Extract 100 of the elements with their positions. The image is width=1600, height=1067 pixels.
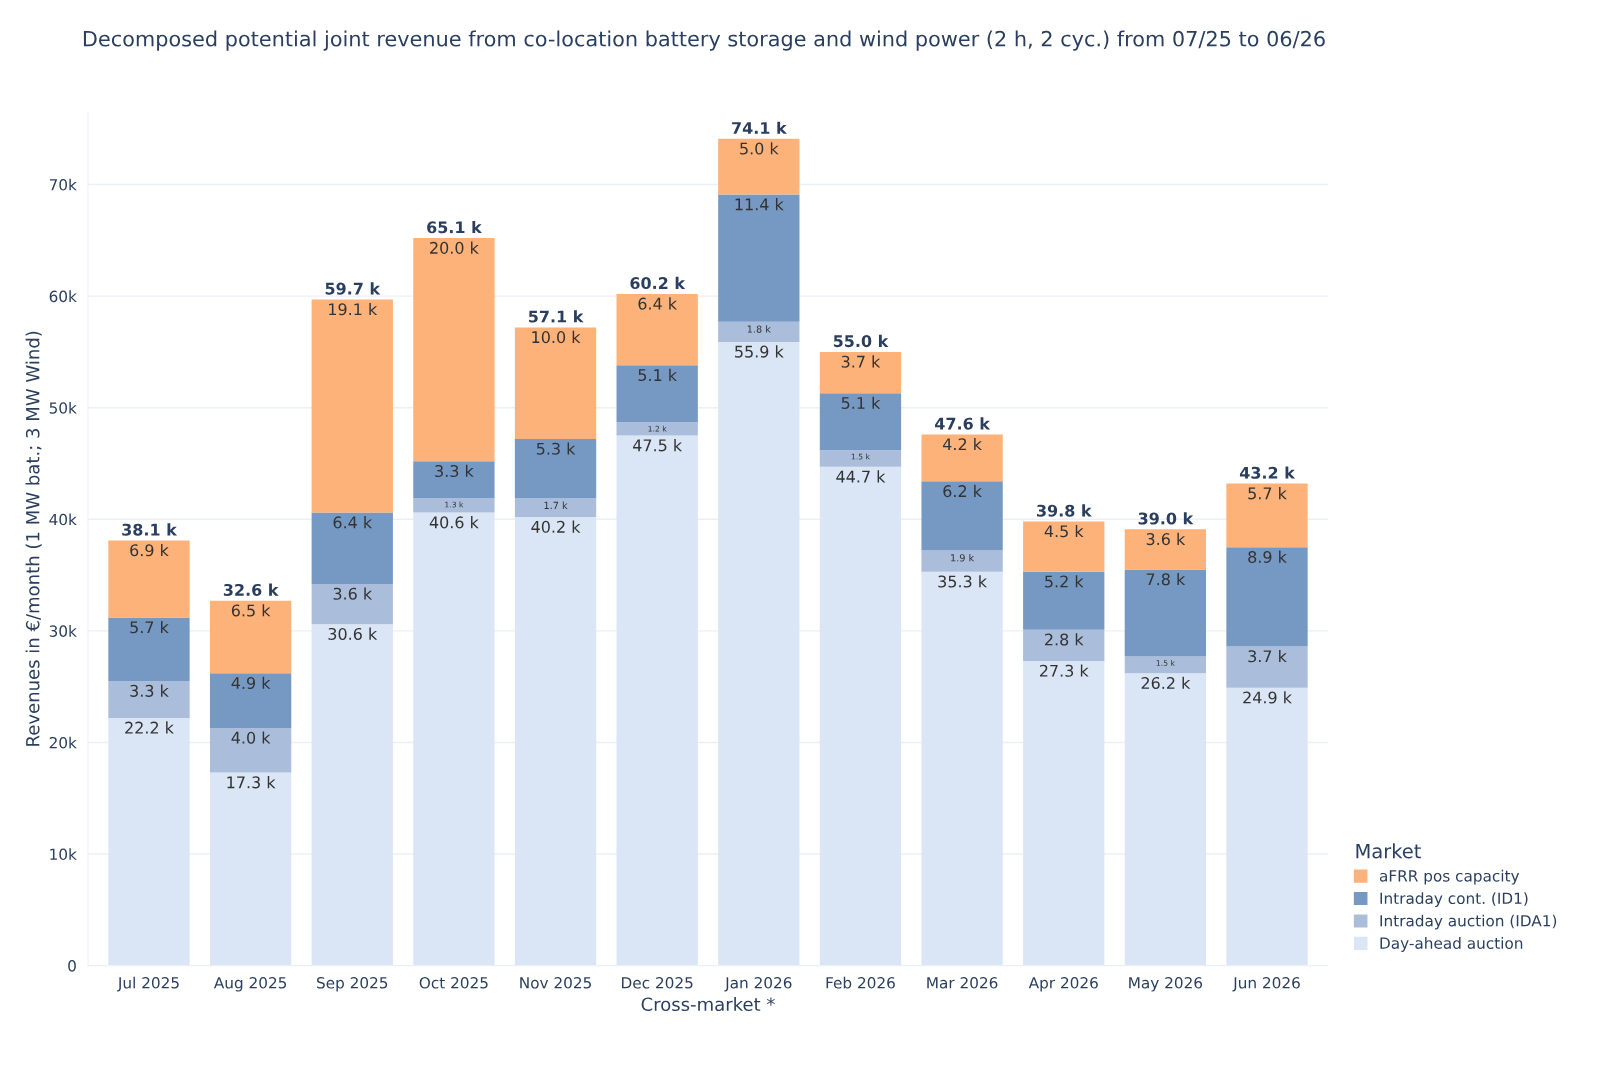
total-label: 74.1 k: [732, 121, 787, 134]
y-tick-label: 0: [68, 960, 76, 972]
bar: [921, 571, 1003, 966]
total-label: 60.2 k: [630, 276, 686, 290]
bar: [921, 434, 1003, 482]
bar: [209, 600, 292, 674]
data-label: 4.0 k: [231, 731, 271, 744]
data-label: 5.7 k: [130, 620, 169, 634]
data-label: 6.9 k: [130, 543, 169, 557]
data-label: 30.6 k: [328, 627, 378, 640]
bar: [209, 727, 292, 773]
bar: [108, 717, 190, 966]
bar: [108, 681, 190, 718]
legend-label: Intraday auction (IDA1): [1380, 914, 1557, 930]
x-tick-label: Feb 2026: [826, 976, 895, 989]
legend-label: aFRR pos capacity: [1379, 869, 1520, 885]
data-label: 4.5 k: [1044, 524, 1084, 538]
data-label: 55.9 k: [735, 345, 784, 358]
data-label: 4.2 k: [943, 437, 982, 451]
data-label: 27.3 k: [1039, 664, 1089, 677]
bar: [1226, 687, 1308, 966]
data-label: 20.0 k: [430, 241, 479, 254]
x-tick-label: Nov 2025: [520, 977, 591, 989]
data-label: 3.7 k: [1248, 649, 1287, 663]
data-label: 5.1 k: [638, 368, 677, 382]
bar: [413, 461, 495, 499]
x-tick-label: May 2026: [1129, 977, 1203, 992]
y-tick-label: 20k: [49, 736, 77, 749]
bar: [1226, 646, 1308, 688]
data-label: 7.8 k: [1146, 572, 1186, 586]
total-label: 59.7 k: [325, 282, 381, 295]
bar: [514, 517, 597, 966]
data-label: 5.2 k: [1045, 575, 1084, 588]
data-label: 1.9 k: [951, 553, 975, 562]
data-label: 6.5 k: [231, 604, 271, 617]
bar: [616, 435, 698, 966]
bar: [1226, 547, 1308, 647]
data-label: 3.6 k: [333, 587, 373, 600]
total-label: 55.0 k: [833, 334, 889, 348]
bar: [311, 624, 393, 966]
y-tick-label: 60k: [49, 290, 77, 303]
data-label: 1.8 k: [747, 325, 771, 333]
total-label: 39.0 k: [1138, 512, 1194, 525]
data-label: 6.4 k: [638, 297, 677, 310]
bar: [718, 194, 800, 322]
bar: [718, 138, 800, 195]
legend-label: Intraday cont. (ID1): [1380, 892, 1528, 908]
data-label: 40.6 k: [429, 516, 479, 529]
bar: [311, 299, 393, 513]
bar: [718, 321, 800, 342]
data-label: 10.0 k: [532, 330, 581, 344]
bar: [514, 438, 597, 499]
data-label: 47.5 k: [633, 439, 683, 452]
x-tick-label: Aug 2025: [213, 977, 287, 992]
data-label: 3.6 k: [1146, 532, 1186, 546]
data-label: 40.2 k: [531, 520, 581, 533]
bar: [311, 512, 393, 585]
total-label: 57.1 k: [528, 310, 584, 323]
legend-label: Day-ahead auction: [1380, 937, 1523, 952]
bar: [209, 673, 292, 728]
legend-title: Market: [1356, 843, 1421, 859]
bar: [1023, 629, 1105, 662]
bar: [1023, 661, 1105, 966]
x-axis-title: Cross-market *: [641, 997, 775, 1012]
bar: [311, 584, 393, 625]
data-label: 19.1 k: [329, 302, 378, 316]
x-tick-label: Mar 2026: [927, 977, 998, 989]
data-label: 5.0 k: [740, 142, 779, 155]
bar: [921, 550, 1003, 572]
data-label: 5.3 k: [536, 442, 576, 455]
x-tick-label: Sep 2025: [317, 977, 388, 992]
x-tick-label: Oct 2025: [419, 977, 488, 989]
bar: [718, 341, 800, 966]
bar: [819, 466, 902, 966]
bar: [1124, 569, 1207, 657]
bar: [514, 498, 597, 518]
bar: [616, 365, 698, 423]
data-label: 2.8 k: [1045, 633, 1084, 646]
y-axis-title: Revenues in €/month (1 MW bat.; 3 MW Wind): [25, 331, 42, 746]
data-label: 6.2 k: [943, 484, 982, 498]
data-label: 5.7 k: [1248, 487, 1287, 500]
data-label: 6.4 k: [333, 516, 373, 529]
data-label: 1.7 k: [544, 501, 568, 509]
bar: [819, 450, 902, 467]
total-label: 32.6 k: [223, 583, 279, 596]
total-label: 43.2 k: [1239, 466, 1296, 479]
bar: [819, 351, 902, 394]
data-label: 3.3 k: [435, 464, 474, 478]
data-label: 24.9 k: [1243, 691, 1292, 704]
data-label: 35.3 k: [938, 575, 987, 588]
y-tick-label: 10k: [50, 848, 77, 861]
bar: [819, 393, 902, 451]
bar: [108, 617, 190, 682]
total-label: 47.6 k: [935, 417, 991, 430]
y-tick-label: 70k: [49, 178, 77, 191]
data-label: 3.3 k: [130, 684, 169, 697]
bar: [514, 327, 597, 439]
data-label: 26.2 k: [1141, 676, 1191, 690]
data-label: 11.4 k: [735, 198, 784, 211]
data-label: 4.9 k: [231, 676, 271, 690]
